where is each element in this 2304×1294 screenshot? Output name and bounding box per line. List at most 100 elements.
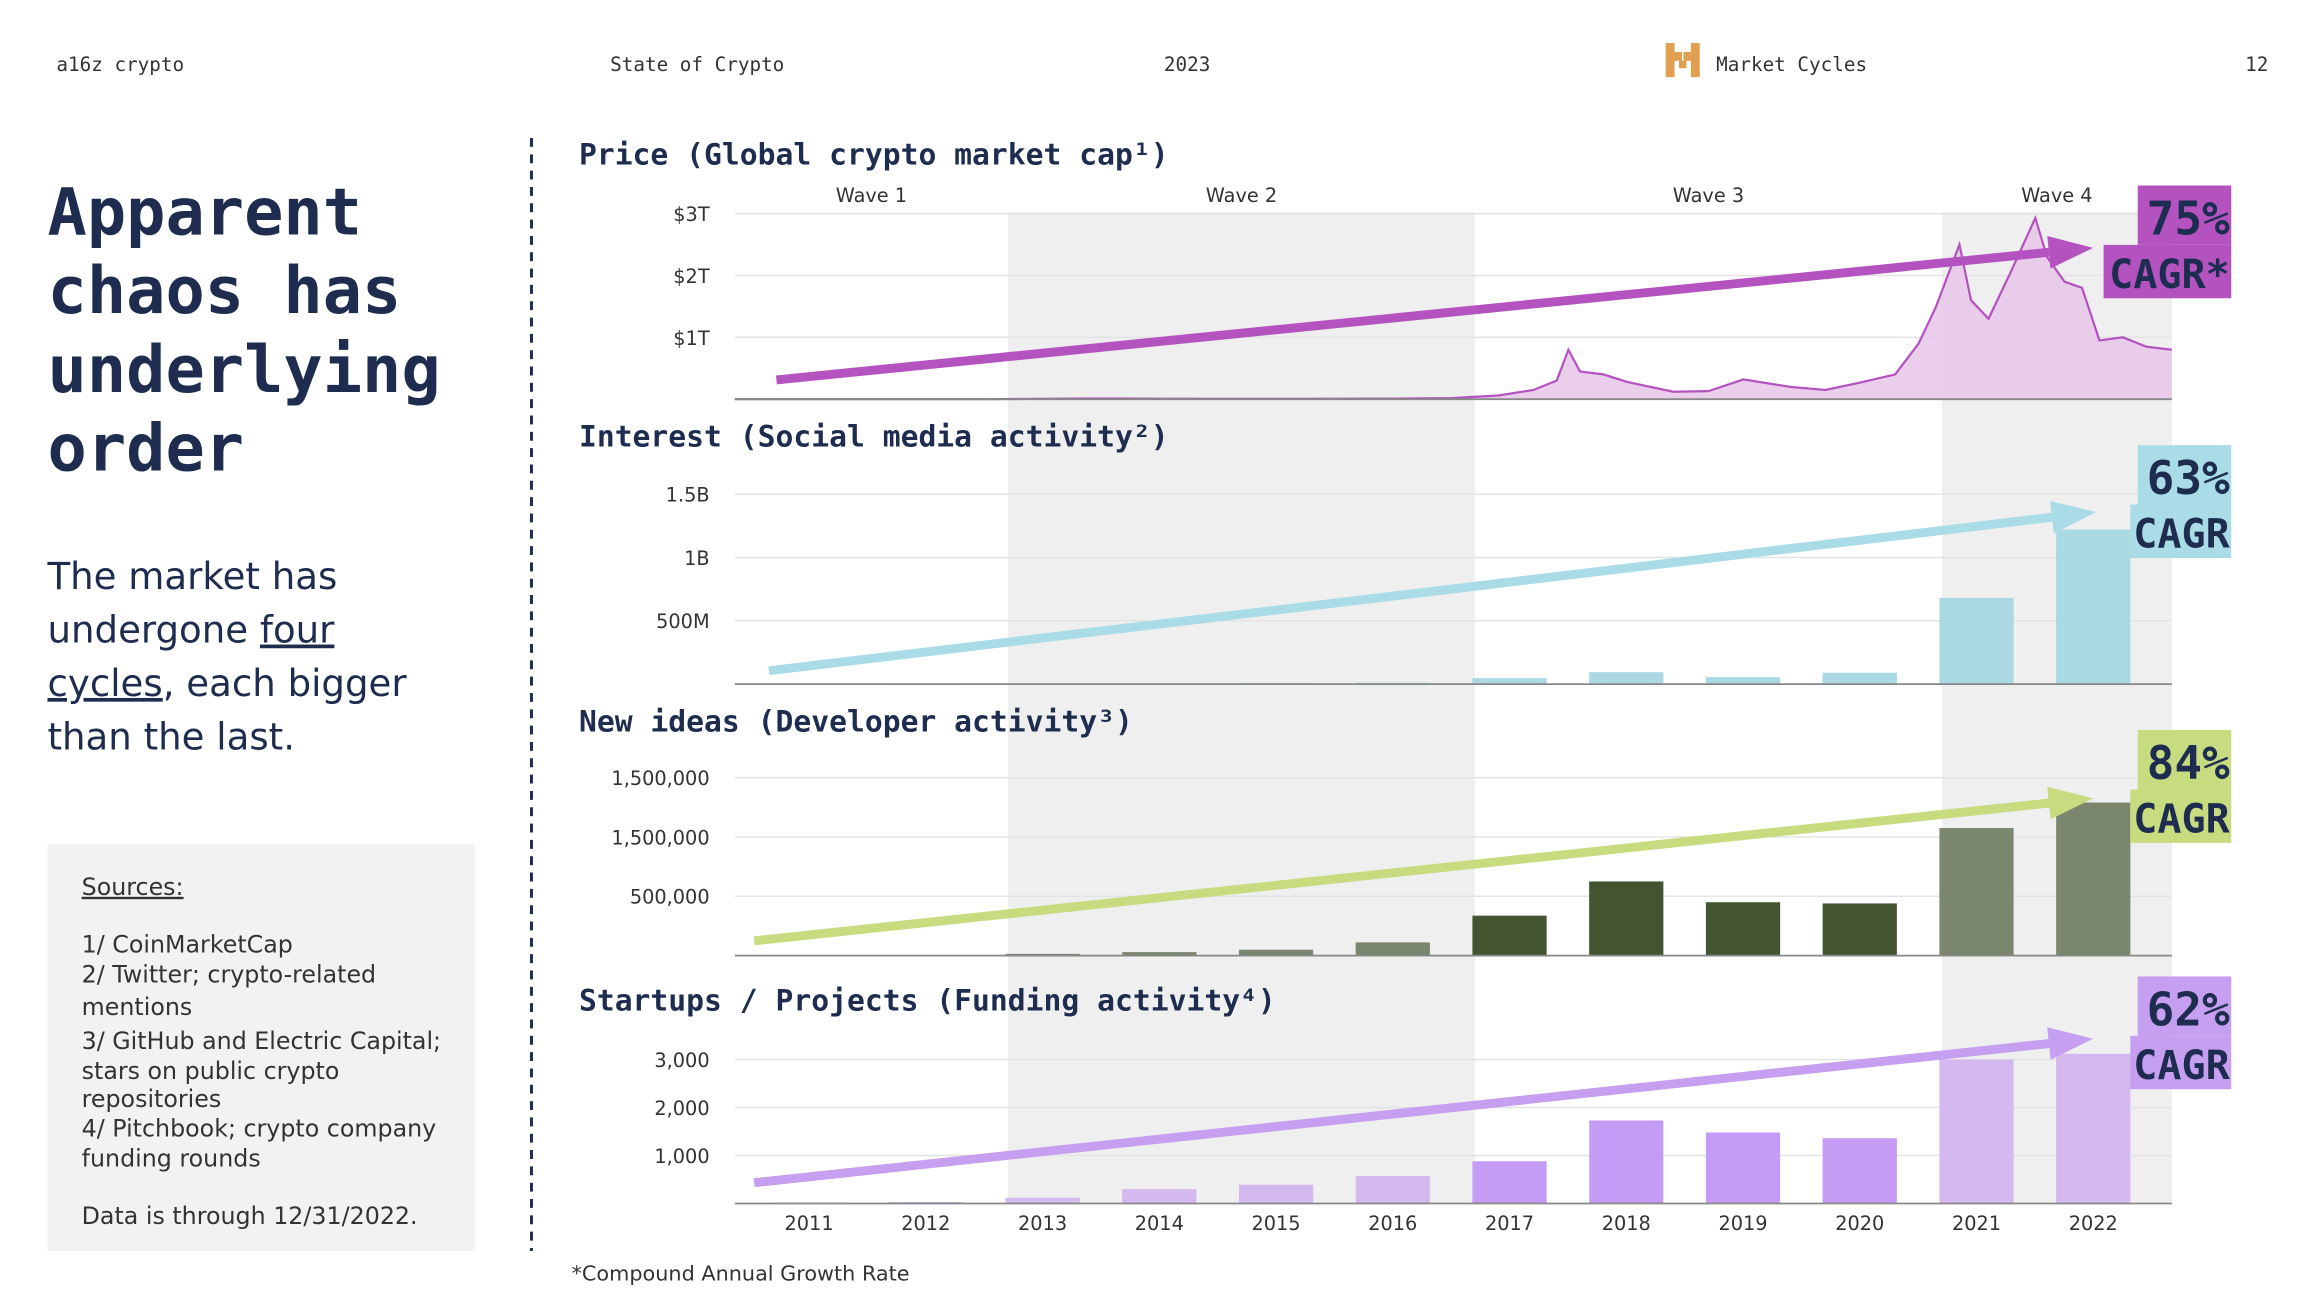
body-text: , each bigger xyxy=(163,662,408,705)
body-text: than the last. xyxy=(48,715,296,758)
source-line: 4/ Pitchbook; crypto company xyxy=(82,1115,437,1143)
y-tick-label: 1,500,000 xyxy=(611,826,709,849)
sources-box xyxy=(47,844,476,1251)
bar xyxy=(1122,952,1197,956)
wave-label: Wave 2 xyxy=(1206,184,1277,207)
source-line: stars on public crypto xyxy=(82,1057,340,1085)
headline-line: underlying xyxy=(48,332,441,408)
bar xyxy=(1589,881,1664,956)
source-line: 2/ Twitter; crypto-related xyxy=(82,960,376,988)
bar xyxy=(1705,1132,1781,1204)
headline-line: chaos has xyxy=(48,253,402,329)
cagr-label-box xyxy=(2130,789,2232,843)
bar xyxy=(2056,529,2131,685)
section-logo xyxy=(1665,43,1700,78)
trend-arrow xyxy=(753,1039,2050,1188)
y-tick-label: 1,000 xyxy=(654,1145,709,1168)
x-tick-label: 2012 xyxy=(901,1212,950,1235)
bar xyxy=(1122,1189,1197,1204)
x-tick-label: 2013 xyxy=(1018,1212,1067,1235)
sources-heading: Sources: xyxy=(82,873,184,901)
x-tick-label: 2014 xyxy=(1135,1212,1184,1235)
x-tick-label: 2015 xyxy=(1252,1212,1301,1235)
bar xyxy=(1939,597,2014,685)
trend-arrow xyxy=(753,798,2050,946)
body-text: cycles xyxy=(48,662,163,705)
source-line: 1/ CoinMarketCap xyxy=(82,931,293,959)
brand: a16z crypto xyxy=(56,53,184,76)
trend-arrow xyxy=(768,512,2053,676)
bar xyxy=(1005,953,1080,956)
bar xyxy=(1355,942,1430,956)
cagr-box xyxy=(2137,445,2232,505)
bar xyxy=(2056,802,2131,956)
wave-label: Wave 4 xyxy=(2021,184,2092,207)
bar xyxy=(1355,1175,1430,1204)
footnote: *Compound Annual Growth Rate xyxy=(572,1262,910,1286)
bar xyxy=(1472,915,1547,956)
bar xyxy=(1238,1184,1314,1204)
body-line: The market has xyxy=(47,555,338,598)
chart-title: Price (Global crypto market cap¹) xyxy=(579,137,1169,172)
cagr-label-box xyxy=(2130,504,2232,558)
y-tick-label: 1,500,000 xyxy=(611,767,709,790)
x-tick-label: 2022 xyxy=(2069,1212,2118,1235)
body-text: undergone xyxy=(48,609,260,652)
trend-arrow xyxy=(775,247,2050,385)
x-tick-label: 2021 xyxy=(1952,1212,2001,1235)
wave-band xyxy=(1008,212,1475,1204)
x-tick-label: 2018 xyxy=(1602,1212,1651,1235)
trend-arrowhead xyxy=(2047,786,2094,820)
trend-arrowhead xyxy=(2047,1027,2094,1060)
bar xyxy=(1939,1059,2014,1204)
chart-title: Startups / Projects (Funding activity⁴) xyxy=(579,983,1276,1018)
cagr-value: 63% xyxy=(2147,451,2230,505)
bar xyxy=(2056,1053,2131,1204)
y-tick-label: 3,000 xyxy=(654,1049,709,1072)
y-tick-label: 1B xyxy=(684,547,710,570)
bar xyxy=(1472,678,1547,685)
cagr-value: 75% xyxy=(2147,191,2230,245)
cagr-box xyxy=(2137,730,2232,790)
cagr-label-box xyxy=(2130,1035,2232,1090)
y-tick-label: 2,000 xyxy=(654,1097,709,1120)
cagr-box xyxy=(2137,185,2232,245)
cagr-label: CAGR xyxy=(2133,797,2230,843)
bar xyxy=(1472,1161,1547,1204)
chart-title: New ideas (Developer activity³) xyxy=(579,704,1133,739)
report-name: State of Crypto xyxy=(610,53,784,76)
page-number: 12 xyxy=(2245,53,2268,76)
cagr-box xyxy=(2137,976,2232,1036)
trend-arrowhead xyxy=(2050,501,2097,534)
body-text: four xyxy=(260,609,335,652)
source-line: funding rounds xyxy=(82,1144,261,1172)
bar xyxy=(1822,672,1897,685)
bar xyxy=(1005,1197,1080,1204)
bar xyxy=(1939,828,2014,956)
body-line: undergone four xyxy=(48,609,336,652)
y-tick-label: $2T xyxy=(673,265,710,288)
headline-line: Apparent xyxy=(48,174,363,250)
bar xyxy=(1705,677,1781,685)
wave-label: Wave 3 xyxy=(1673,184,1744,207)
bar xyxy=(1822,1138,1897,1204)
bar xyxy=(1589,672,1664,685)
headline-line: order xyxy=(48,410,245,486)
wave-label: Wave 1 xyxy=(836,184,907,207)
y-tick-label: 1.5B xyxy=(666,484,710,507)
body-line: cycles, each bigger xyxy=(48,662,408,705)
chart-title: Interest (Social media activity²) xyxy=(579,419,1169,454)
cagr-value: 84% xyxy=(2147,736,2230,790)
body-line: than the last. xyxy=(48,715,296,758)
x-tick-label: 2019 xyxy=(1718,1212,1767,1235)
bar xyxy=(1705,902,1781,956)
report-year: 2023 xyxy=(1164,53,1210,76)
x-tick-label: 2016 xyxy=(1368,1212,1417,1235)
sources-note: Data is through 12/31/2022. xyxy=(82,1202,418,1230)
bar xyxy=(1822,903,1897,956)
body-text: The market has xyxy=(47,555,338,598)
cagr-label-box xyxy=(2103,244,2232,299)
y-tick-label: 500M xyxy=(656,610,709,633)
